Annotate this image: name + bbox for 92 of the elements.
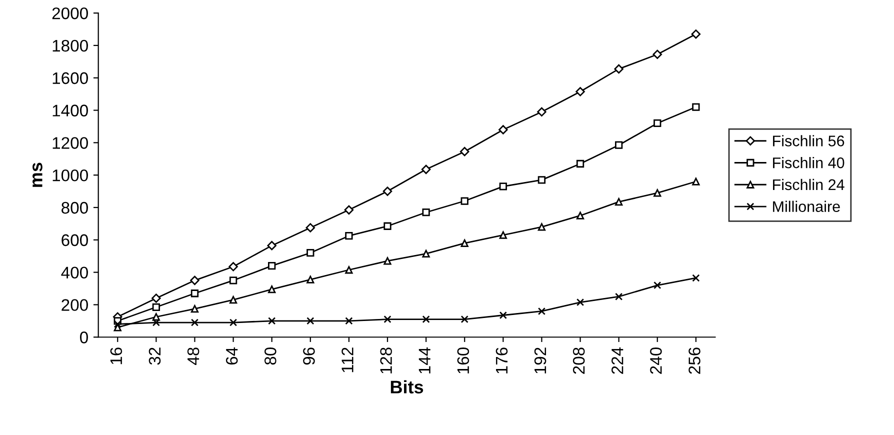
point — [538, 176, 546, 184]
y-tick-label: 800 — [62, 202, 88, 214]
point — [460, 146, 470, 156]
x-tick-label: 224 — [611, 347, 624, 374]
y-tick-label: 0 — [80, 332, 88, 344]
x-tick-label: 144 — [418, 347, 430, 374]
point — [538, 223, 546, 231]
point — [152, 303, 160, 311]
y-tick-label: 600 — [62, 234, 88, 246]
point — [692, 103, 700, 111]
point — [190, 318, 199, 326]
point — [152, 294, 161, 303]
point — [652, 50, 662, 59]
x-tick-label: 96 — [303, 348, 315, 365]
legend-label: Fischlin 56 — [773, 135, 844, 146]
x-tick-label: 240 — [650, 347, 662, 374]
x-tick-label: 80 — [264, 347, 276, 365]
x-tick-label: 256 — [688, 348, 700, 374]
point — [421, 164, 431, 174]
point — [229, 276, 238, 284]
x-tick-label: 160 — [457, 347, 470, 374]
x-tick-label: 64 — [226, 347, 238, 365]
point — [152, 318, 160, 326]
point — [268, 317, 276, 325]
point — [538, 307, 546, 316]
y-tick-label: 1400 — [52, 104, 88, 116]
y-tick-label: 2000 — [52, 7, 88, 20]
y-tick-label: 1600 — [52, 72, 88, 84]
point — [654, 189, 662, 197]
point — [422, 250, 430, 258]
point — [345, 232, 353, 240]
point — [268, 262, 276, 270]
point — [691, 29, 701, 39]
point — [384, 257, 392, 265]
point — [614, 64, 624, 74]
point — [382, 186, 392, 196]
x-tick-label: 32 — [148, 348, 161, 365]
point — [576, 87, 585, 96]
point — [306, 223, 316, 232]
point — [499, 231, 507, 239]
y-tick-label: 400 — [61, 266, 88, 279]
point — [460, 315, 468, 324]
point — [229, 318, 238, 326]
point — [345, 317, 353, 325]
x-tick-label: 208 — [572, 348, 585, 374]
point — [614, 292, 623, 300]
x-tick-label: 16 — [110, 348, 122, 364]
y-tick-label: 1200 — [52, 137, 88, 149]
point — [344, 205, 354, 215]
point — [384, 315, 392, 324]
point — [537, 107, 546, 117]
x-tick-label: 48 — [187, 348, 200, 365]
point — [692, 274, 700, 282]
point — [654, 119, 662, 128]
y-axis-title: ms — [32, 162, 42, 187]
x-tick-label: 128 — [380, 348, 392, 374]
point — [190, 290, 199, 298]
point — [228, 262, 238, 272]
x-axis-title: Bits — [390, 380, 424, 394]
point — [190, 276, 200, 286]
point — [654, 281, 662, 290]
x-tick-label: 192 — [534, 348, 546, 374]
point — [345, 266, 353, 274]
point — [190, 304, 199, 313]
point — [306, 249, 314, 257]
legend-label: Fischlin 24 — [773, 178, 844, 190]
point — [692, 178, 700, 186]
point — [460, 197, 468, 205]
point — [268, 286, 276, 294]
point — [422, 315, 430, 324]
x-tick-label: 112 — [342, 348, 354, 372]
x-tick-label: 176 — [496, 348, 508, 374]
legend-label: Fischlin 40 — [773, 157, 844, 168]
point — [499, 311, 507, 320]
point — [267, 240, 276, 250]
point — [460, 239, 468, 247]
point — [229, 296, 238, 304]
point — [306, 276, 314, 284]
point — [384, 222, 392, 230]
point — [576, 212, 584, 220]
point — [422, 208, 430, 216]
point — [614, 141, 623, 149]
point — [614, 198, 623, 206]
y-tick-label: 1000 — [52, 169, 88, 182]
y-tick-label: 1800 — [52, 40, 88, 52]
point — [498, 125, 508, 134]
legend-label: Millionaire — [773, 200, 840, 212]
point — [576, 298, 584, 306]
y-tick-label: 200 — [62, 299, 88, 311]
point — [576, 160, 584, 168]
point — [306, 317, 314, 325]
point — [499, 182, 507, 190]
